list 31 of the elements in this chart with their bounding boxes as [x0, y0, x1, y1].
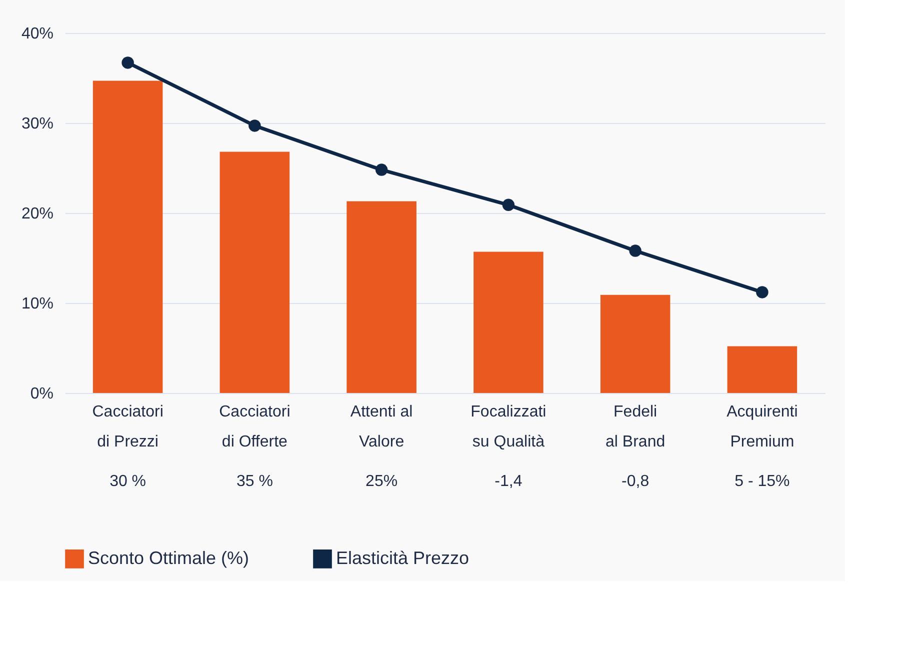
point	[629, 244, 642, 257]
bar	[600, 294, 670, 393]
x-tick-label: Cacciatori di Prezzi	[92, 404, 164, 450]
point	[248, 120, 261, 132]
x-tick-label: Cacciatori di Offerte	[219, 404, 290, 450]
y-tick-label: 20%	[21, 206, 54, 222]
text: 5 - 15%	[734, 473, 790, 490]
text: -1,4	[494, 473, 522, 490]
legend-label: Elasticità Prezzo	[336, 548, 470, 568]
point	[756, 286, 768, 298]
y-tick-label: 0%	[30, 386, 54, 402]
text: -0,8	[622, 473, 650, 490]
point	[502, 198, 515, 212]
y-tick-label: 40%	[21, 26, 54, 42]
bar	[727, 346, 798, 393]
x-tick-label: Acquirenti Premium	[726, 404, 798, 450]
bar	[474, 252, 544, 393]
legend-label: Sconto Ottimale (%)	[88, 548, 250, 568]
x-tick-label: Fedeli al Brand	[606, 404, 666, 450]
bar	[220, 152, 290, 393]
text: 35 %	[236, 473, 273, 490]
bar	[92, 80, 163, 393]
point	[375, 164, 388, 176]
y-tick-label: 30%	[21, 116, 54, 132]
point	[122, 56, 134, 69]
bar	[346, 201, 416, 393]
text: 30 %	[110, 473, 146, 490]
text: 25%	[366, 473, 398, 490]
x-tick-label: Focalizzati su Qualità	[470, 404, 546, 450]
y-tick-label: 10%	[21, 296, 54, 312]
x-tick-label: Attenti al Valore	[350, 404, 413, 450]
